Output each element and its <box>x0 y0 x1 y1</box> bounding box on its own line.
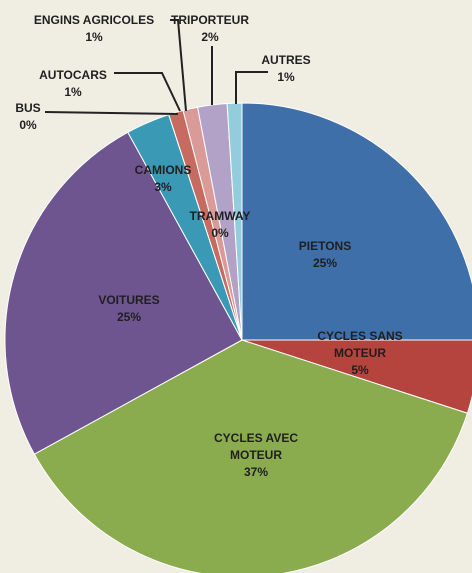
label-name: CYCLES AVEC MOTEUR <box>213 431 298 462</box>
slice-label: ENGINS AGRICOLES 1% <box>24 12 164 46</box>
label-name: PIETONS <box>298 239 352 253</box>
label-value: 1% <box>64 85 82 99</box>
label-name: TRAMWAY <box>189 209 251 223</box>
slice <box>226 102 243 341</box>
label-name: CAMIONS <box>134 163 192 177</box>
label-value: 5% <box>351 363 369 377</box>
slice-label: AUTOCARS 1% <box>33 67 113 101</box>
slice <box>33 339 469 573</box>
label-value: 1% <box>277 70 295 84</box>
slice-label: CYCLES AVEC MOTEUR 37% <box>201 430 311 481</box>
label-value: 0% <box>211 226 229 240</box>
label-value: 25% <box>312 256 338 270</box>
label-name: CYCLES SANS MOTEUR <box>317 329 403 360</box>
label-name: ENGINS AGRICOLES <box>33 13 155 27</box>
label-value: 25% <box>116 310 142 324</box>
slice-label: BUS 0% <box>8 100 48 134</box>
slice <box>4 131 243 455</box>
label-name: BUS <box>15 101 41 115</box>
slice-label: AUTRES 1% <box>251 52 321 86</box>
slice-label: VOITURES 25% <box>84 292 174 326</box>
slice-label: TRAMWAY 0% <box>180 208 260 242</box>
slice-label: PIETONS 25% <box>280 238 370 272</box>
slice-label: CYCLES SANS MOTEUR 5% <box>310 328 410 379</box>
slice-label: TRIPORTEUR 2% <box>160 12 260 46</box>
slices <box>4 102 472 573</box>
leader-line <box>170 19 187 112</box>
label-value: 2% <box>201 30 219 44</box>
leader-line <box>114 72 181 112</box>
leader-lines <box>44 19 268 115</box>
label-name: AUTRES <box>261 53 311 67</box>
label-value: 3% <box>154 180 172 194</box>
slice <box>241 102 472 341</box>
label-value: 0% <box>19 118 37 132</box>
label-value: 1% <box>85 30 103 44</box>
label-name: VOITURES <box>98 293 160 307</box>
leader-line <box>235 71 268 104</box>
label-name: AUTOCARS <box>39 68 107 82</box>
leader-line <box>44 111 179 115</box>
label-value: 37% <box>243 465 269 479</box>
label-name: TRIPORTEUR <box>171 13 249 27</box>
slice-label: CAMIONS 3% <box>123 162 203 196</box>
